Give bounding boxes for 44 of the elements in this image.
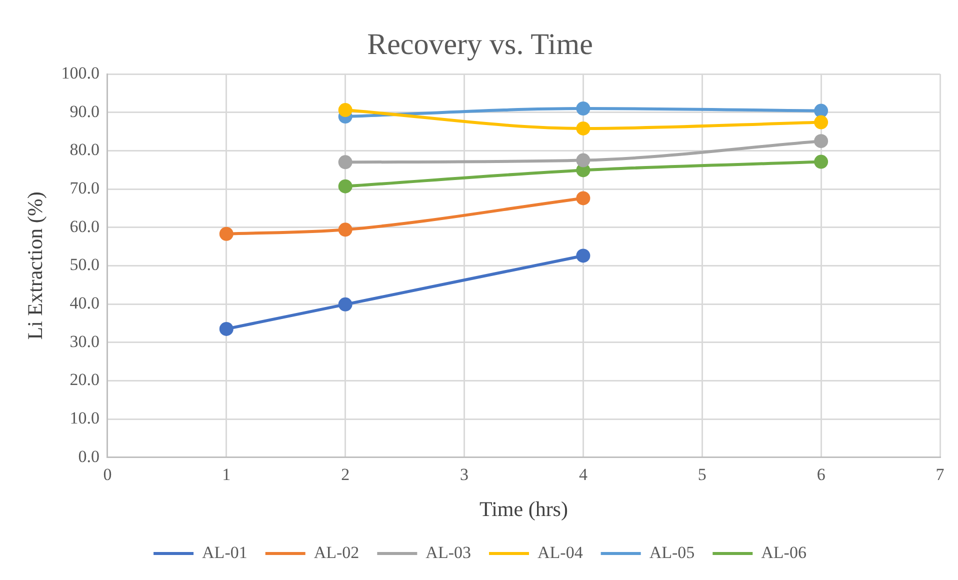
point: [219, 226, 234, 241]
x-tick-label: 0: [103, 465, 112, 484]
y-tick-label: 0.0: [78, 446, 100, 466]
x-axis-title: Time (hrs): [479, 496, 568, 521]
point: [338, 179, 352, 194]
y-tick-label: 70.0: [70, 178, 100, 198]
y-tick-label: 50.0: [70, 255, 100, 274]
x-tick-label: 1: [222, 465, 231, 484]
x-tick-label: 4: [578, 465, 588, 484]
chart-title: Recovery vs. Time: [367, 28, 593, 61]
y-tick-label: 60.0: [70, 216, 100, 236]
y-tick-label: 80.0: [70, 140, 100, 160]
y-tick-label: 40.0: [70, 294, 100, 313]
point: [814, 104, 828, 118]
legend-label: AL-02: [314, 542, 360, 562]
legend-label: AL-01: [202, 542, 248, 562]
legend-label: AL-06: [761, 542, 806, 562]
point: [338, 297, 352, 312]
point: [576, 121, 590, 136]
point: [814, 115, 828, 130]
y-tick-label: 90.0: [70, 102, 100, 121]
point: [576, 248, 590, 263]
x-tick-label: 6: [816, 465, 826, 484]
x-tick-label: 2: [341, 465, 350, 484]
y-tick-label: 30.0: [70, 332, 100, 351]
y-tick-label: 10.0: [70, 408, 100, 428]
legend-label: AL-04: [538, 542, 584, 562]
x-tick-label: 7: [936, 465, 945, 484]
point: [814, 134, 828, 148]
point: [338, 222, 352, 237]
y-tick-label: 20.0: [70, 370, 100, 390]
legend-label: AL-05: [649, 542, 695, 562]
x-tick-label: 3: [460, 465, 469, 484]
x-tick-label: 5: [698, 465, 706, 484]
point: [576, 153, 590, 168]
point: [576, 102, 590, 116]
point: [814, 154, 828, 169]
point: [338, 155, 352, 170]
y-tick-label: 100.0: [61, 63, 100, 82]
point: [219, 322, 234, 336]
point: [576, 191, 590, 206]
point: [338, 103, 352, 118]
legend-label: AL-03: [426, 542, 472, 562]
y-axis-title: Li Extraction (%): [23, 192, 48, 340]
